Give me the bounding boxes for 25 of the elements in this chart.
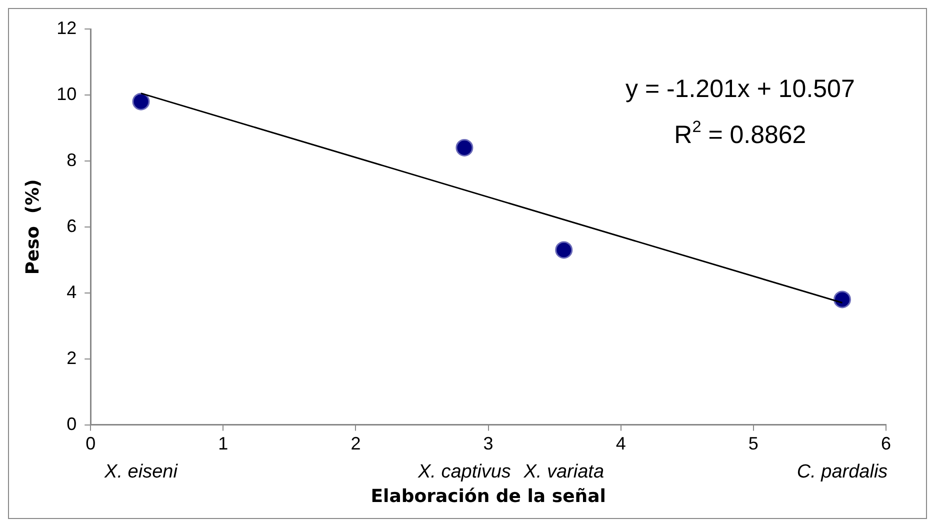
annotation: y = -1.201x + 10.507 [626, 75, 855, 103]
point [456, 138, 474, 156]
y-tick-label: 2 [66, 348, 77, 368]
x-tick-label: 1 [218, 434, 228, 454]
y-tick-label: 0 [66, 414, 77, 434]
point [834, 290, 852, 308]
point [555, 241, 573, 259]
x-tick-label: 3 [483, 434, 494, 454]
y-tick-label: 6 [66, 216, 77, 236]
x-tick-label: 2 [350, 434, 361, 454]
y-tick-label: 4 [66, 282, 77, 302]
x-tick-label: 4 [616, 434, 626, 454]
text: C. pardalis [796, 462, 888, 483]
x-tick-label: 5 [748, 434, 758, 454]
text: X. captivus [416, 462, 512, 483]
y-tick-label: 8 [66, 150, 77, 170]
x-axis-title: Elaboración de la señal [370, 486, 606, 507]
text: X. eiseni [104, 462, 178, 483]
point [132, 92, 150, 110]
y-axis-title: Peso (%) [22, 179, 44, 275]
x-tick-label: 0 [86, 434, 96, 454]
x-tick-label: 6 [880, 434, 892, 454]
y-tick-label: 12 [56, 18, 77, 38]
text: X. variata [522, 462, 604, 483]
y-tick-label: 10 [56, 84, 77, 104]
